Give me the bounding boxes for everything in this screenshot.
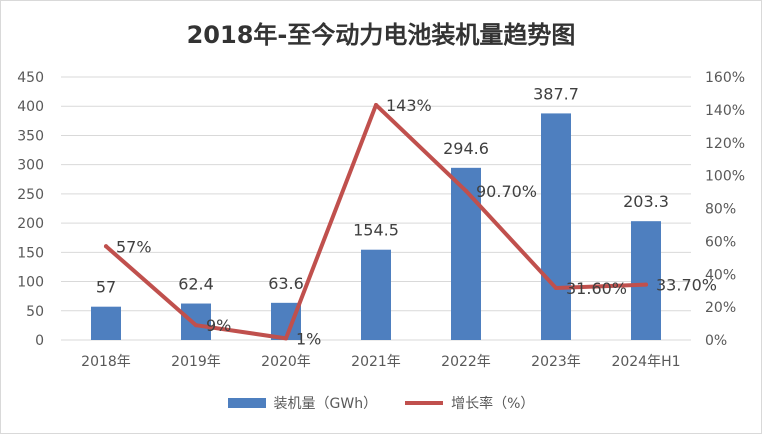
legend-swatch-line [405,401,444,405]
y-left-tick-label: 250 [17,187,44,203]
legend-item-bar: 装机量（GWh） [227,393,378,413]
growth-point [644,282,648,287]
x-tick-label: 2019年 [171,354,221,370]
y-left-tick-label: 400 [17,99,44,115]
y-right-tick-label: 140% [705,103,745,119]
growth-point [284,336,288,341]
chart-title: 2018年-至今动力电池装机量趋势图 [186,21,576,49]
bar-data-label: 63.6 [268,274,304,293]
x-tick-label: 2022年 [441,354,491,370]
bar-data-label: 57 [96,278,116,297]
y-left-tick-label: 200 [17,216,44,232]
growth-point [374,102,378,107]
growth-point [464,188,468,193]
y-left-tick-label: 50 [26,304,44,320]
bar [361,249,391,340]
bar-data-label: 62.4 [178,275,214,294]
growth-data-label: 31.60% [566,279,627,298]
legend-label-line: 增长率（%） [451,396,535,412]
y-left-tick-label: 100 [17,275,44,291]
growth-data-label: 143% [386,96,432,115]
growth-point [194,323,198,328]
y-left-tick-label: 0 [35,333,44,349]
y-right-tick-label: 100% [705,169,745,185]
x-tick-label: 2018年 [81,354,131,370]
bar-data-label: 154.5 [353,221,399,240]
bar [541,113,571,340]
bar-data-label: 387.7 [533,84,579,103]
y-right-tick-label: 0% [705,333,727,349]
x-tick-label: 2020年 [261,354,311,370]
legend: 装机量（GWh） 增长率（%） [1,393,761,413]
bar-data-label: 203.3 [623,192,669,211]
growth-data-label: 33.70% [656,276,717,295]
x-tick-label: 2021年 [351,354,401,370]
legend-swatch-bar [227,398,266,408]
bar [91,306,121,340]
bar [451,167,481,340]
y-right-tick-label: 80% [705,202,736,218]
legend-label-bar: 装机量（GWh） [273,396,378,412]
growth-data-label: 90.70% [476,182,537,201]
growth-data-label: 1% [296,329,321,348]
y-left-tick-label: 350 [17,128,44,144]
growth-data-label: 57% [116,237,152,256]
y-right-tick-label: 40% [705,267,736,283]
growth-point [104,244,108,249]
growth-data-label: 9% [206,316,231,335]
growth-point [554,286,558,291]
y-right-tick-label: 60% [705,234,736,250]
y-right-tick-label: 120% [705,136,745,152]
y-left-tick-label: 300 [17,158,44,174]
x-tick-label: 2024年H1 [611,354,680,370]
legend-item-line: 增长率（%） [405,393,534,413]
bar-data-label: 294.6 [443,139,489,158]
y-left-tick-label: 450 [17,70,44,86]
y-left-tick-label: 150 [17,245,44,261]
bar [181,303,211,340]
y-right-tick-label: 160% [705,70,745,86]
bar [631,221,661,340]
y-right-tick-label: 20% [705,300,736,316]
x-tick-label: 2023年 [531,354,581,370]
